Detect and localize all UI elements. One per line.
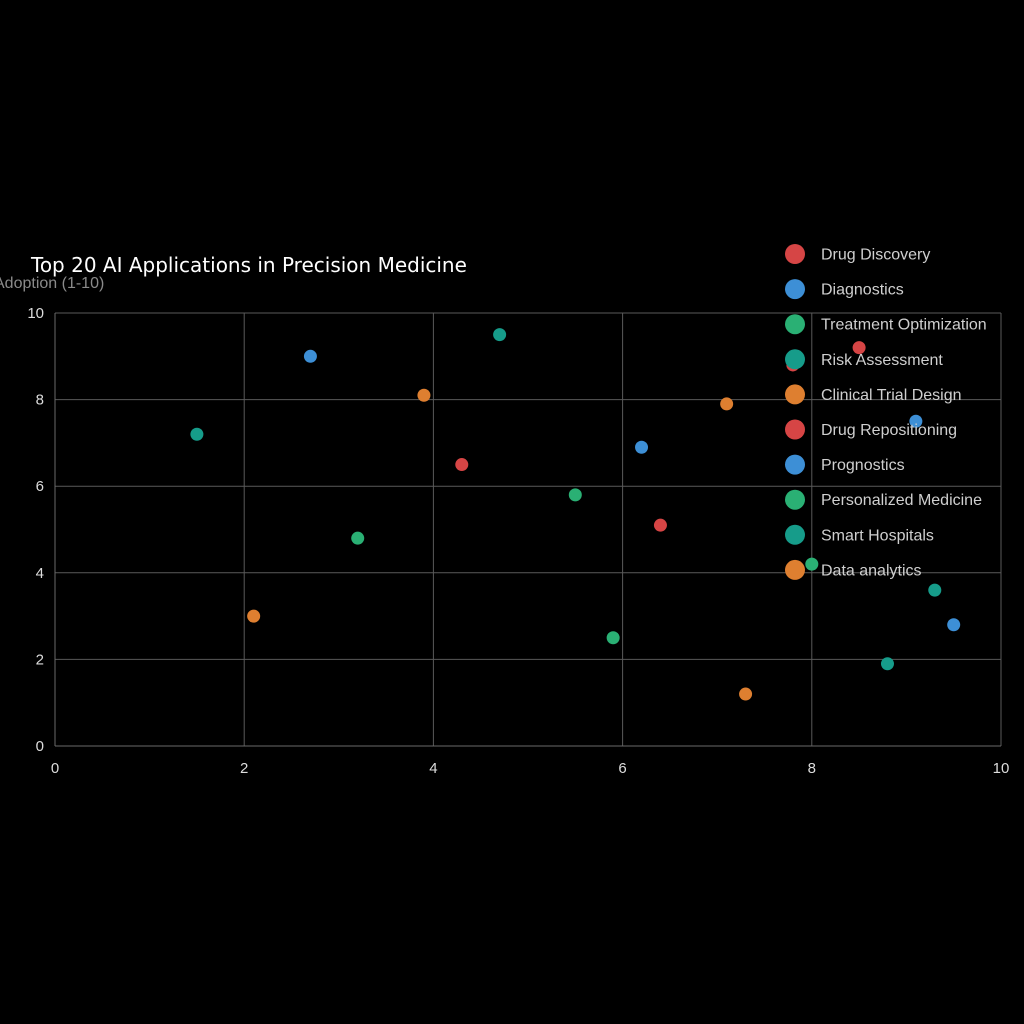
data-point-diagnostics[interactable] xyxy=(635,440,649,454)
legend-label: Treatment Optimization xyxy=(821,317,987,334)
legend-label: Risk Assessment xyxy=(821,352,943,369)
legend-marker xyxy=(785,279,805,300)
legend-marker xyxy=(785,314,805,335)
legend-label: Clinical Trial Design xyxy=(821,387,962,404)
axes xyxy=(54,313,1001,747)
legend[interactable]: Drug Discovery Diagnostics Treatment Optim… xyxy=(785,244,987,580)
legend-marker xyxy=(785,524,805,545)
legend-label: Diagnostics xyxy=(821,282,904,299)
y-axis-label: Adoption (1-10) xyxy=(0,275,104,292)
legend-item-clinical-trial-design[interactable]: Clinical Trial Design xyxy=(785,384,962,405)
data-point-clinical-trial-design[interactable] xyxy=(247,609,261,623)
data-point-prognostics[interactable] xyxy=(909,414,923,428)
data-point-drug-repositioning[interactable] xyxy=(852,341,866,355)
legend-marker xyxy=(785,349,805,370)
data-point-diagnostics[interactable] xyxy=(303,349,317,363)
y-tick-label: 10 xyxy=(27,305,44,322)
legend-label: Smart Hospitals xyxy=(821,527,934,544)
y-tick-label: 6 xyxy=(36,478,44,495)
chart-title: Top 20 AI Applications in Precision Medi… xyxy=(30,253,467,277)
data-point-risk-assessment[interactable] xyxy=(190,427,204,441)
x-tick-label: 10 xyxy=(993,760,1010,777)
y-tick-label: 8 xyxy=(36,392,44,409)
legend-item-drug-repositioning[interactable]: Drug Repositioning xyxy=(785,419,957,440)
legend-marker xyxy=(785,454,805,475)
legend-label: Drug Repositioning xyxy=(821,422,957,439)
x-tick-label: 0 xyxy=(51,760,59,777)
legend-label: Prognostics xyxy=(821,457,905,474)
tick-labels: 0 2 4 6 8 10 0 2 4 6 8 10 xyxy=(27,305,1009,777)
x-tick-label: 2 xyxy=(240,760,248,777)
legend-marker xyxy=(785,384,805,405)
legend-label: Personalized Medicine xyxy=(821,492,982,509)
legend-item-prognostics[interactable]: Prognostics xyxy=(785,454,905,475)
legend-item-diagnostics[interactable]: Diagnostics xyxy=(785,279,904,300)
legend-marker xyxy=(785,559,805,580)
y-tick-label: 2 xyxy=(36,651,44,668)
x-tick-label: 8 xyxy=(808,760,816,777)
data-point-smart-hospitals[interactable] xyxy=(928,583,942,597)
data-point-data-analytics[interactable] xyxy=(739,687,753,701)
legend-item-smart-hospitals[interactable]: Smart Hospitals xyxy=(785,524,934,545)
legend-item-treatment-optimization[interactable]: Treatment Optimization xyxy=(785,314,987,335)
legend-label: Drug Discovery xyxy=(821,247,930,264)
legend-marker xyxy=(785,419,805,440)
data-point-drug-repositioning[interactable] xyxy=(653,518,667,532)
legend-label: Data analytics xyxy=(821,562,922,579)
y-tick-label: 0 xyxy=(36,738,44,755)
data-point-treatment-optimization[interactable] xyxy=(351,531,365,545)
gridlines xyxy=(55,312,1002,746)
data-point-personalized-medicine[interactable] xyxy=(606,631,620,645)
data-point-risk-assessment[interactable] xyxy=(493,328,507,342)
x-tick-label: 6 xyxy=(618,760,626,777)
legend-item-personalized-medicine[interactable]: Personalized Medicine xyxy=(785,489,982,510)
data-point-personalized-medicine[interactable] xyxy=(568,488,582,502)
data-point-smart-hospitals[interactable] xyxy=(880,657,894,671)
data-point-drug-repositioning[interactable] xyxy=(455,458,469,472)
legend-item-drug-discovery[interactable]: Drug Discovery xyxy=(785,244,930,264)
data-point-personalized-medicine[interactable] xyxy=(805,557,819,571)
data-point-data-analytics[interactable] xyxy=(720,397,734,411)
data-point-clinical-trial-design[interactable] xyxy=(417,388,431,402)
legend-marker xyxy=(785,489,805,510)
legend-item-data-analytics[interactable]: Data analytics xyxy=(785,559,922,580)
data-point-prognostics[interactable] xyxy=(947,618,961,632)
legend-item-risk-assessment[interactable]: Risk Assessment xyxy=(785,349,943,370)
data-points xyxy=(190,328,961,701)
legend-marker xyxy=(785,244,805,264)
y-tick-label: 4 xyxy=(36,565,44,582)
x-tick-label: 4 xyxy=(429,760,437,777)
